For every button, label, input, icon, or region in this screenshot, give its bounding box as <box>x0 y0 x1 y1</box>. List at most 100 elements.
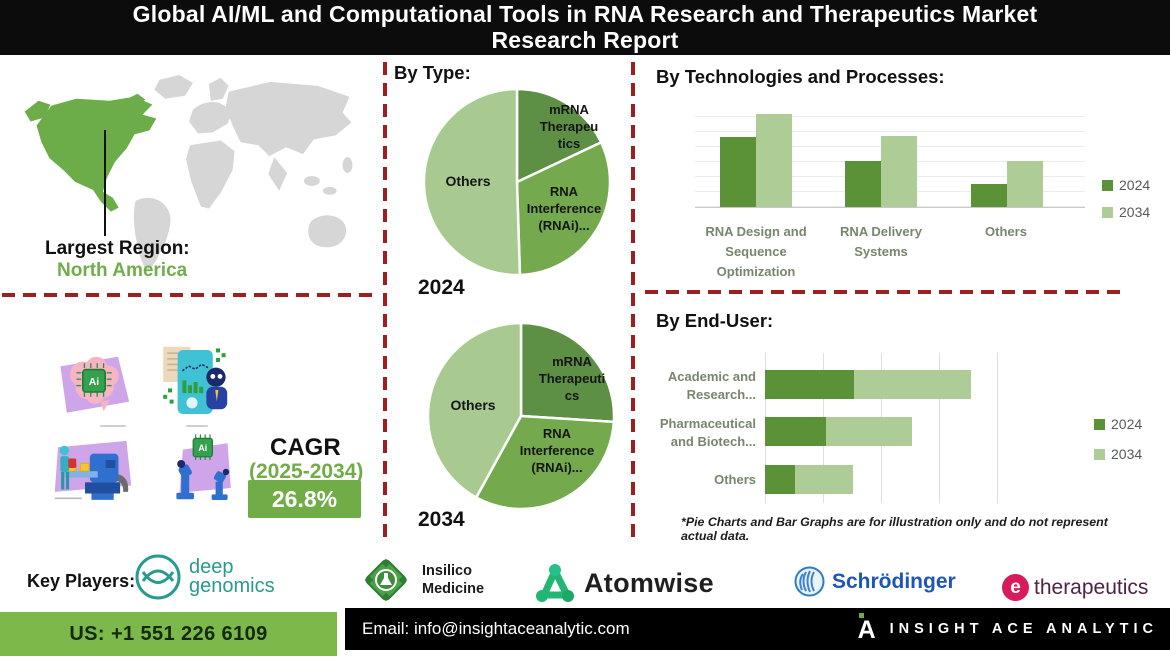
tech-category-1: RNA Delivery Systems <box>840 224 922 260</box>
title-bar: Global AI/ML and Computational Tools in … <box>0 0 1170 55</box>
logo-atomwise: Atomwise <box>534 562 714 604</box>
ai-analytics-robot-illustration <box>163 346 228 414</box>
cagr-value-box: 26.8% <box>248 480 361 518</box>
map-pointer-line <box>104 130 106 236</box>
logo-a-glyph: A <box>857 616 876 644</box>
largest-region-label: Largest Region: <box>45 238 190 259</box>
legend-swatch-2024 <box>1102 179 1113 191</box>
tech-legend-2034: 2034 <box>1102 204 1150 220</box>
phone-banner: US: +1 551 226 6109 <box>0 612 337 656</box>
legend-swatch-2034 <box>1094 448 1105 460</box>
divider-vertical-2 <box>631 62 635 545</box>
pie-slice-mrna-therapeutics <box>519 321 616 424</box>
legend-label-2024: 2024 <box>1119 177 1151 193</box>
by-technologies-heading: By Technologies and Processes: <box>656 66 945 87</box>
tech-bar-2034-cat2 <box>1007 161 1043 207</box>
insight-ace-logo-icon: A <box>857 613 880 644</box>
logo-e-therapeutics: e therapeutics <box>1002 574 1148 601</box>
cagr-label: CAGR <box>270 434 341 461</box>
schrodinger-icon <box>794 566 825 597</box>
page-title: Global AI/ML and Computational Tools in … <box>132 0 1038 53</box>
legend-label-2034: 2034 <box>1111 446 1143 462</box>
brand-lockup: A INSIGHT ACE ANALYTIC <box>858 608 1158 650</box>
disclaimer-text: *Pie Charts and Bar Graphs are for illus… <box>681 515 1108 543</box>
pie-2024-label-others: Others <box>445 173 491 189</box>
pie-slice-rna-interference-rnai- <box>515 141 612 277</box>
illustration-separator <box>100 425 126 427</box>
end-user-bar-2024-cat2 <box>765 465 795 494</box>
atomwise-name: Atomwise <box>584 567 714 598</box>
logo-insilico-medicine: Insilico Medicine <box>358 552 484 608</box>
world-map <box>24 74 353 272</box>
svg-text:Ai: Ai <box>89 377 100 388</box>
legend-swatch-2024 <box>1094 418 1105 430</box>
cagr-period: (2025-2034) <box>249 460 364 483</box>
pie-year-2024: 2024 <box>418 276 465 299</box>
tech-bar-2024-cat1 <box>845 161 881 207</box>
divider-vertical-1 <box>383 62 387 545</box>
pie-2034-label-rnai: RNA Interference (RNAi)... <box>519 426 595 475</box>
legend-label-2024: 2024 <box>1111 416 1143 432</box>
pie-chart-2024 <box>422 87 612 277</box>
end-user-bar-chart <box>765 353 998 503</box>
largest-region-value: North America <box>57 260 188 281</box>
logo-schrodinger: Schrödinger <box>794 566 956 597</box>
pie-2024-label-mrna: mRNA Therapeu tics <box>539 102 599 151</box>
atomwise-icon <box>536 564 574 602</box>
pie-year-2034: 2034 <box>418 508 465 531</box>
by-end-user-heading: By End-User: <box>656 310 774 331</box>
divider-horizontal-right <box>645 290 1120 294</box>
pie-slice-others <box>422 87 522 277</box>
pie-slice-others <box>426 321 523 499</box>
end-user-bar-2034-cat0 <box>854 370 971 399</box>
robot-machine-illustration <box>54 440 132 500</box>
end-user-bar-2034-cat2 <box>795 465 853 494</box>
cagr-value: 26.8% <box>271 485 338 512</box>
e-therapeutics-icon: e <box>1002 574 1029 601</box>
email-text: Email: info@insightaceanalytic.com <box>362 619 630 638</box>
phone-number: US: +1 551 226 6109 <box>69 622 268 645</box>
end-user-bar-2034-cat1 <box>826 417 912 446</box>
technologies-bar-chart <box>695 104 1085 208</box>
deep-genomics-name: deep genomics <box>189 556 275 597</box>
tech-legend-2024: 2024 <box>1102 177 1150 193</box>
schrodinger-name: Schrödinger <box>832 569 956 593</box>
end-user-category-1: Pharmaceutical and Biotech... <box>659 416 756 449</box>
ai-brain-illustration: Ai <box>60 356 130 413</box>
illustration-separator <box>186 425 208 427</box>
logo-green-dot <box>858 613 864 618</box>
by-type-heading: By Type: <box>394 62 471 83</box>
legend-label-2034: 2034 <box>1119 204 1151 220</box>
pie-slice-rna-interference-rnai- <box>474 414 616 511</box>
end-user-bar-2024-cat0 <box>765 370 854 399</box>
divider-horizontal-left <box>2 293 380 297</box>
insilico-medicine-icon <box>364 558 408 602</box>
insilico-medicine-name: Insilico Medicine <box>422 562 485 597</box>
deep-genomics-icon <box>135 554 181 600</box>
north-america-region <box>24 93 157 212</box>
robot-arms-ai-illustration: Ai <box>176 434 231 500</box>
pie-chart-2034 <box>426 321 616 511</box>
pie-slice-mrna-therapeutics <box>515 87 603 184</box>
tech-bar-2024-cat0 <box>720 137 756 207</box>
end-user-category-0: Academic and Research... <box>667 369 756 402</box>
tech-category-2: Others <box>985 224 1027 239</box>
pie-2034-label-others: Others <box>450 397 496 413</box>
end-user-category-2: Others <box>714 472 756 487</box>
tech-bar-2034-cat1 <box>881 136 917 207</box>
tech-bar-2024-cat2 <box>971 184 1007 207</box>
svg-text:Ai: Ai <box>198 443 207 453</box>
end-user-legend-2024: 2024 <box>1094 416 1142 432</box>
legend-swatch-2034 <box>1102 206 1113 218</box>
e-therapeutics-name: therapeutics <box>1034 575 1149 599</box>
end-user-bar-2024-cat1 <box>765 417 826 446</box>
pie-2034-label-mrna: mRNA Therapeuti cs <box>538 354 606 403</box>
key-players-label: Key Players: <box>27 571 136 591</box>
logo-deep-genomics: deep genomics <box>134 553 275 601</box>
world-map-gray-regions <box>133 74 353 272</box>
pie-2024-label-rnai: RNA Interference (RNAi)... <box>526 184 602 233</box>
footer-bar: Email: info@insightaceanalytic.com A INS… <box>345 608 1170 650</box>
tech-bar-2034-cat0 <box>756 114 792 207</box>
brand-name: INSIGHT ACE ANALYTIC <box>889 621 1158 637</box>
